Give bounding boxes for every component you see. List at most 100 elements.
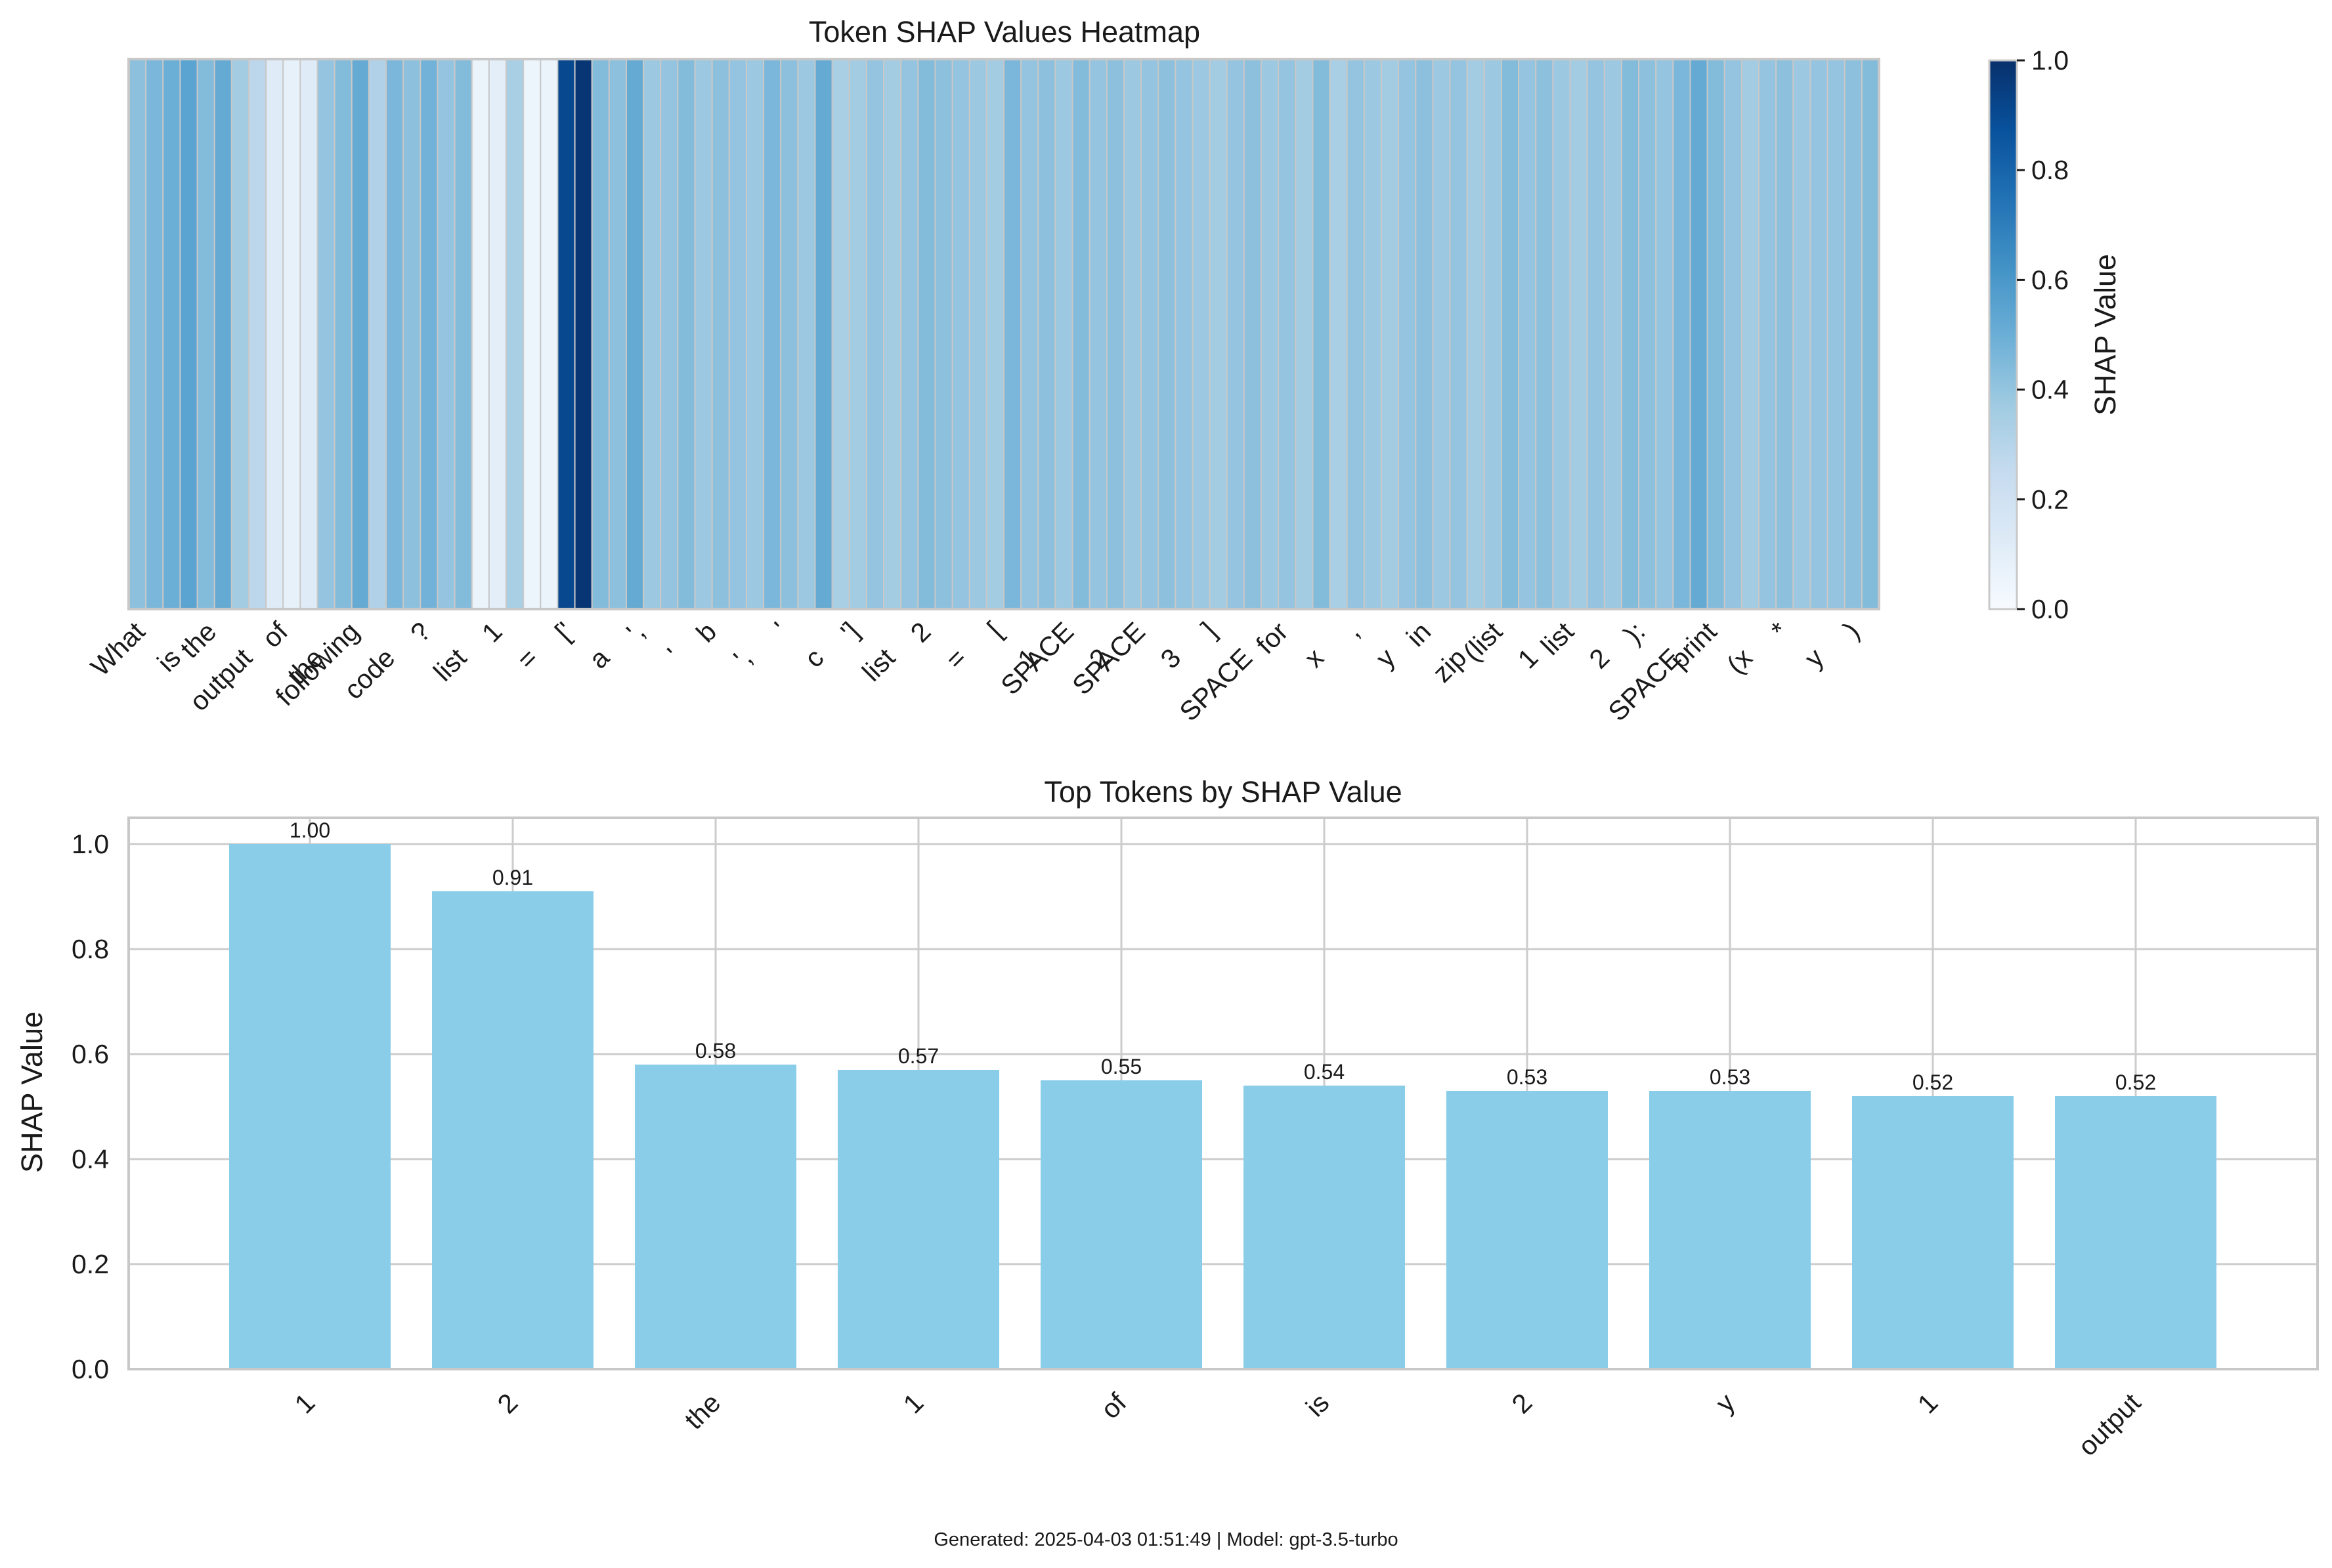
heatmap-token-label: y [1370, 642, 1401, 673]
heatmap-cell [1723, 58, 1742, 610]
bar-value-label: 0.53 [1710, 1065, 1750, 1089]
heatmap-cell [1106, 58, 1125, 610]
heatmap-token-label: , [1339, 616, 1366, 643]
heatmap-cell [1157, 58, 1177, 610]
heatmap-token-label: a [583, 643, 615, 675]
bar [1852, 1096, 2014, 1369]
bar [229, 844, 391, 1369]
heatmap-cell [523, 58, 542, 610]
heatmap-cell [1432, 58, 1451, 610]
heatmap-cell [1140, 58, 1159, 610]
heatmap-token-label: 1 [1512, 643, 1544, 675]
heatmap-cell [1620, 58, 1640, 610]
heatmap-token-label: ' [662, 643, 687, 667]
heatmap-cell [1518, 58, 1537, 610]
heatmap-cell [1175, 58, 1194, 610]
bar-chart-x-tick-label: 1 [1912, 1388, 1944, 1420]
heatmap-cell [1243, 58, 1263, 610]
heatmap-cell [179, 58, 198, 610]
heatmap-cell [728, 58, 747, 610]
heatmap-cell [1844, 58, 1863, 610]
bar [1041, 1080, 1202, 1369]
bar [838, 1070, 999, 1369]
heatmap-token-label: 2 [1584, 643, 1616, 675]
heatmap-token-label: 2 [905, 616, 937, 648]
heatmap-cell [1775, 58, 1794, 610]
heatmap-cell [368, 58, 387, 610]
heatmap-token-label: [' [549, 616, 579, 646]
heatmap-token-label: of [256, 616, 293, 653]
bar-chart-y-tick-label: 0.8 [72, 934, 109, 964]
heatmap-cell [1500, 58, 1520, 610]
heatmap-token-label: list [1535, 616, 1580, 660]
bar-value-label: 0.52 [1912, 1070, 1953, 1094]
heatmap-token-labels: What istheoutputofthefollowingcode?list1=… [85, 616, 1865, 727]
bar-value-label: 0.57 [898, 1044, 939, 1068]
heatmap-cell [831, 58, 850, 610]
heatmap-cell [1329, 58, 1348, 610]
colorbar-tick-label: 0.2 [2031, 484, 2069, 515]
heatmap-token-label: ] [1196, 616, 1222, 643]
heatmap-cells [128, 58, 1880, 610]
heatmap-token-label: for [1250, 616, 1293, 660]
heatmap-cell [1706, 58, 1725, 610]
heatmap-cell [1689, 58, 1708, 610]
bar-chart-x-ticks: 1 2 the 1 of is 2 y 1 output [289, 1387, 2147, 1462]
heatmap-cell [1809, 58, 1828, 610]
heatmap-cell [1415, 58, 1434, 610]
heatmap-token-label: = [511, 643, 544, 675]
heatmap-cell [265, 58, 284, 610]
bar-value-label: 0.54 [1304, 1060, 1345, 1084]
heatmap-cell [917, 58, 936, 610]
heatmap-cell [1758, 58, 1777, 610]
heatmap-token-label: ', [727, 643, 758, 673]
bar-value-label: 0.91 [492, 866, 533, 889]
bar-chart-x-tick-label: the [679, 1388, 727, 1435]
heatmap-cell [1192, 58, 1211, 610]
heatmap-cell [1861, 58, 1880, 610]
heatmap-cell [1295, 58, 1314, 610]
heatmap-token-label: * [1765, 616, 1794, 645]
bar-chart-x-tick-label: of [1095, 1387, 1133, 1424]
heatmap-cell [1740, 58, 1760, 610]
heatmap-cell [1381, 58, 1400, 610]
heatmap-cell [780, 58, 799, 610]
heatmap-cell [540, 58, 559, 610]
bar [432, 891, 594, 1369]
heatmap-cell [213, 58, 232, 610]
heatmap-token-label: in [1400, 616, 1436, 652]
heatmap-frame [127, 58, 1880, 610]
heatmap-token-label: the [175, 616, 223, 664]
heatmap-cell [745, 58, 765, 610]
heatmap-cell [1535, 58, 1554, 610]
bar-chart-x-tick-label: y [1710, 1387, 1740, 1418]
bar-value-label: 0.58 [695, 1039, 736, 1063]
heatmap-token-label: '] [835, 616, 865, 646]
bar-chart-x-tick-label: 2 [1506, 1388, 1538, 1420]
heatmap-cell [1312, 58, 1331, 610]
heatmap-token-label: 3 [1155, 643, 1187, 675]
bar-chart-x-tick-label: 1 [289, 1388, 321, 1420]
heatmap-cell [385, 58, 404, 610]
heatmap-cell [1655, 58, 1674, 610]
heatmap-cell [574, 58, 593, 610]
heatmap-cell [1672, 58, 1691, 610]
heatmap-cell [1826, 58, 1846, 610]
heatmap-cell [248, 58, 267, 610]
heatmap-cell [1792, 58, 1811, 610]
heatmap-token-label: ? [404, 616, 437, 648]
heatmap-cell [128, 58, 147, 610]
heatmap-cell [316, 58, 335, 610]
heatmap-cell [1278, 58, 1297, 610]
heatmap-cell [282, 58, 301, 610]
heatmap-cell [488, 58, 507, 610]
heatmap-cell [1363, 58, 1383, 610]
bar [1446, 1091, 1608, 1369]
heatmap-cell [230, 58, 249, 610]
bar-value-label: 1.00 [290, 818, 330, 842]
heatmap-token-label: SPACE [1066, 616, 1151, 701]
colorbar [1988, 59, 2018, 610]
bar [1243, 1086, 1405, 1369]
colorbar-tick-label: 1.0 [2031, 45, 2069, 75]
